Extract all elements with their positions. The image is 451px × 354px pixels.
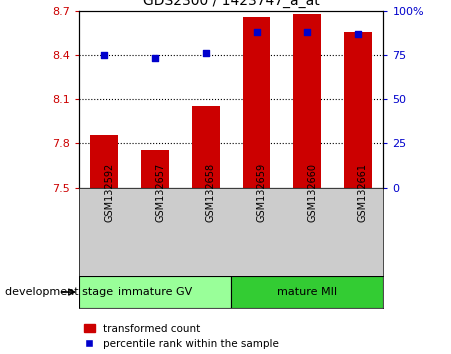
- Text: mature MII: mature MII: [277, 287, 337, 297]
- Text: GSM132661: GSM132661: [358, 162, 368, 222]
- Point: [101, 52, 108, 58]
- Text: GSM132659: GSM132659: [257, 162, 267, 222]
- Bar: [79, 276, 231, 308]
- Text: immature GV: immature GV: [118, 287, 192, 297]
- Text: GSM132657: GSM132657: [155, 162, 165, 222]
- Text: development stage: development stage: [5, 287, 113, 297]
- Point: [152, 56, 159, 61]
- Point: [253, 29, 260, 35]
- Bar: [90, 135, 118, 188]
- Text: GSM132592: GSM132592: [104, 162, 114, 222]
- Bar: [141, 150, 169, 188]
- Bar: [344, 32, 372, 188]
- Text: GSM132660: GSM132660: [307, 162, 317, 222]
- Text: GSM132658: GSM132658: [206, 162, 216, 222]
- Bar: [192, 107, 220, 188]
- Bar: [293, 13, 321, 188]
- Legend: transformed count, percentile rank within the sample: transformed count, percentile rank withi…: [84, 324, 279, 349]
- Bar: [243, 17, 271, 188]
- Title: GDS2300 / 1423747_a_at: GDS2300 / 1423747_a_at: [143, 0, 319, 8]
- Bar: [231, 276, 383, 308]
- Point: [202, 50, 209, 56]
- Point: [304, 29, 311, 35]
- Point: [354, 31, 362, 36]
